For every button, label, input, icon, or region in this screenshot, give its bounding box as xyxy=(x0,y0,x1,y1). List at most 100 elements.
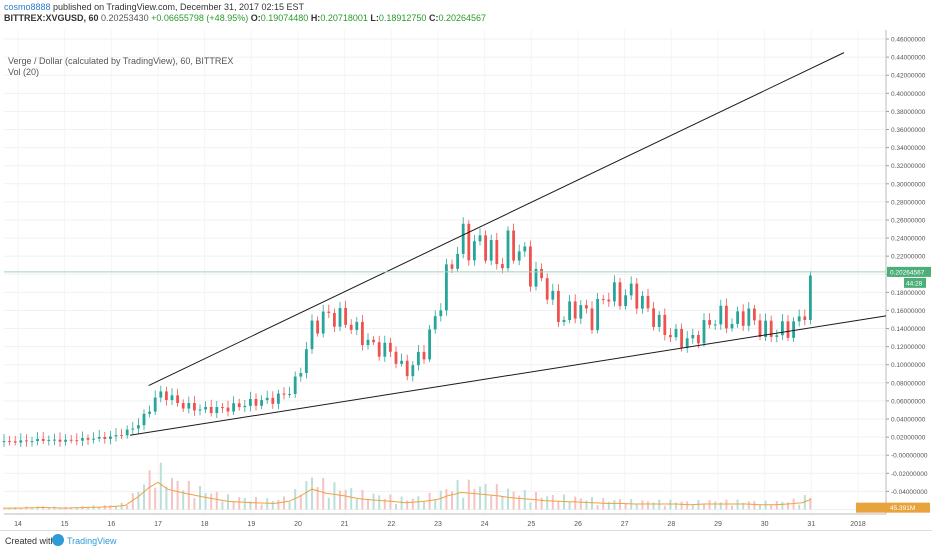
low-value: 0.18912750 xyxy=(378,13,427,23)
candle-body xyxy=(293,376,297,395)
candle-body xyxy=(573,301,577,319)
y-tick-label: -0.02000000 xyxy=(891,471,928,478)
volume-bar xyxy=(596,505,599,510)
high-value: 0.20718001 xyxy=(320,13,368,23)
y-tick-label: 0.16000000 xyxy=(891,308,926,315)
candle-body xyxy=(277,393,280,404)
candle-body xyxy=(579,305,583,319)
high-label: H: xyxy=(310,13,321,23)
candle-body xyxy=(529,246,532,287)
candle-body xyxy=(349,324,353,330)
candle-body xyxy=(489,240,493,261)
volume-bar xyxy=(479,486,481,510)
candle-body xyxy=(669,335,672,338)
candle-body xyxy=(484,235,487,261)
volume-bar xyxy=(271,501,274,510)
volume-bar xyxy=(98,506,101,510)
candle-body xyxy=(215,407,219,414)
candle-body xyxy=(226,407,230,412)
volume-bar xyxy=(154,487,157,510)
volume-bar xyxy=(781,501,784,510)
volume-bar xyxy=(395,503,397,510)
candle-body xyxy=(181,403,185,409)
candle-body xyxy=(467,223,471,261)
candle-body xyxy=(428,329,431,360)
last-price-badge xyxy=(887,266,931,277)
candle-body xyxy=(394,351,398,364)
candle-body xyxy=(288,394,291,396)
x-tick-label: 24 xyxy=(481,521,489,528)
candle-body xyxy=(585,305,588,309)
candle-body xyxy=(137,425,140,429)
candle-body xyxy=(501,264,504,269)
volume-bar xyxy=(759,504,761,510)
volume-bar xyxy=(406,500,409,510)
volume-bar xyxy=(546,496,549,510)
volume-bar xyxy=(613,500,616,510)
volume-bar xyxy=(484,483,487,510)
volume-bar xyxy=(255,497,257,510)
candle-body xyxy=(557,290,560,323)
y-tick-label: 0.10000000 xyxy=(891,362,926,369)
candle-body xyxy=(417,351,420,366)
volume-bar xyxy=(131,493,134,510)
candle-body xyxy=(114,435,118,437)
candle-body xyxy=(646,295,650,309)
volume-bar xyxy=(305,481,308,510)
volume-bar xyxy=(143,484,145,510)
volume-bar xyxy=(333,482,336,510)
volume-bar xyxy=(327,497,330,510)
volume-bar xyxy=(507,488,509,510)
price-chart[interactable]: 0.46000000 0.44000000 0.42000000 0.40000000… xyxy=(0,26,932,530)
volume-bar xyxy=(210,493,213,510)
volume-bar xyxy=(322,477,325,510)
volume-bar xyxy=(344,489,347,510)
volume-bar xyxy=(787,502,789,510)
candle-body xyxy=(377,342,381,357)
y-tick-label: 0.30000000 xyxy=(891,181,926,188)
last-price-label: 0.20264567 xyxy=(890,269,925,276)
candle-body xyxy=(254,398,258,406)
volume-bar xyxy=(719,502,722,510)
y-tick-label: 0.46000000 xyxy=(891,37,926,44)
candle-body xyxy=(249,398,252,406)
volume-bar xyxy=(423,501,425,510)
volume-bar xyxy=(350,488,353,510)
candle-body xyxy=(400,360,403,364)
open-value: 0.19074480 xyxy=(260,13,309,23)
candle-body xyxy=(81,438,84,441)
candle-body xyxy=(741,311,745,326)
candle-body xyxy=(445,264,448,311)
volume-bar xyxy=(75,507,78,510)
volume-bar xyxy=(243,498,246,510)
chart-header: cosmo8888 published on TradingView.com, … xyxy=(0,0,932,26)
volume-bar xyxy=(703,504,705,510)
volume-bar xyxy=(367,499,369,510)
volume-bar xyxy=(238,497,241,510)
x-tick-label: 27 xyxy=(621,521,629,528)
author-link[interactable]: cosmo8888 xyxy=(4,2,51,12)
x-tick-label: 31 xyxy=(807,521,815,528)
volume-bar xyxy=(383,499,386,510)
volume-bar xyxy=(115,505,117,510)
tradingview-logo-icon xyxy=(52,534,64,546)
x-tick-label: 21 xyxy=(341,521,349,528)
candle-body xyxy=(551,290,555,300)
volume-bar xyxy=(523,489,526,510)
volume-bar xyxy=(87,507,89,510)
candle-body xyxy=(30,441,34,443)
y-tick-label: -0.00000000 xyxy=(891,453,928,460)
candle-body xyxy=(198,409,202,411)
candle-body xyxy=(461,223,465,254)
volume-bar xyxy=(731,505,733,510)
price-value: 0.20253430 xyxy=(101,13,149,23)
ohlc-line: BITTREX:XVGUSD, 60 0.20253430 +0.0665579… xyxy=(4,13,486,23)
candle-body xyxy=(327,311,331,313)
candle-body xyxy=(176,395,179,404)
candle-body xyxy=(534,268,538,287)
volume-bar xyxy=(266,498,269,510)
candle-body xyxy=(652,308,655,327)
volume-bar xyxy=(372,493,375,510)
chart-area[interactable]: 0.46000000 0.44000000 0.42000000 0.40000000… xyxy=(0,26,932,530)
tradingview-brand-link[interactable]: TradingView xyxy=(67,536,117,546)
